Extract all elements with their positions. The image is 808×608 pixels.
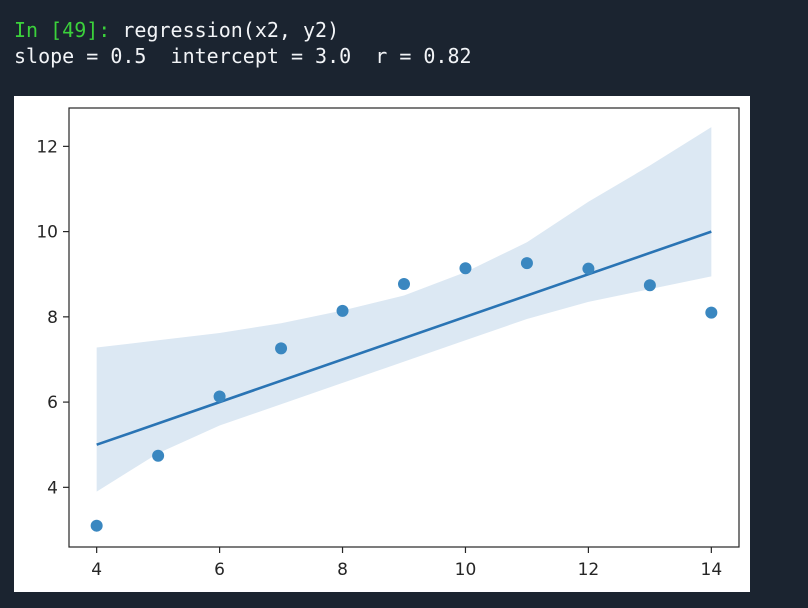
y-tick-label: 12 bbox=[36, 137, 58, 157]
data-point bbox=[275, 342, 288, 355]
y-tick-label: 6 bbox=[47, 393, 58, 413]
input-line: In [49]: regression(x2, y2) bbox=[14, 17, 339, 43]
data-point bbox=[643, 279, 656, 292]
confidence-band bbox=[96, 127, 712, 492]
data-point bbox=[520, 257, 533, 270]
data-point bbox=[90, 519, 103, 532]
regression-chart: 4 6 8 10 12 14 4 6 8 10 12 bbox=[36, 107, 740, 580]
code-text: regression(x2, y2) bbox=[122, 18, 340, 42]
y-tick-label: 4 bbox=[47, 478, 58, 498]
data-point bbox=[705, 306, 718, 319]
data-point bbox=[213, 390, 226, 403]
plot-frame bbox=[68, 107, 740, 548]
plot-output: 4 6 8 10 12 14 4 6 8 10 12 bbox=[14, 96, 750, 592]
x-tick-label: 12 bbox=[578, 560, 600, 580]
y-tick-label: 10 bbox=[36, 223, 58, 243]
data-point bbox=[336, 304, 349, 317]
data-point bbox=[459, 262, 472, 275]
regression-line bbox=[96, 230, 712, 446]
x-tick-label: 6 bbox=[214, 560, 225, 580]
y-tick-label: 8 bbox=[47, 308, 58, 328]
data-point bbox=[582, 262, 595, 275]
x-tick-label: 10 bbox=[455, 560, 477, 580]
data-point bbox=[398, 278, 410, 291]
x-tick-label: 4 bbox=[91, 560, 102, 580]
input-prompt: In [49]: bbox=[14, 18, 111, 42]
data-point bbox=[152, 449, 165, 462]
output-text: slope = 0.5 intercept = 3.0 r = 0.82 bbox=[14, 44, 472, 68]
x-tick-label: 14 bbox=[701, 560, 723, 580]
x-tick-label: 8 bbox=[337, 560, 348, 580]
